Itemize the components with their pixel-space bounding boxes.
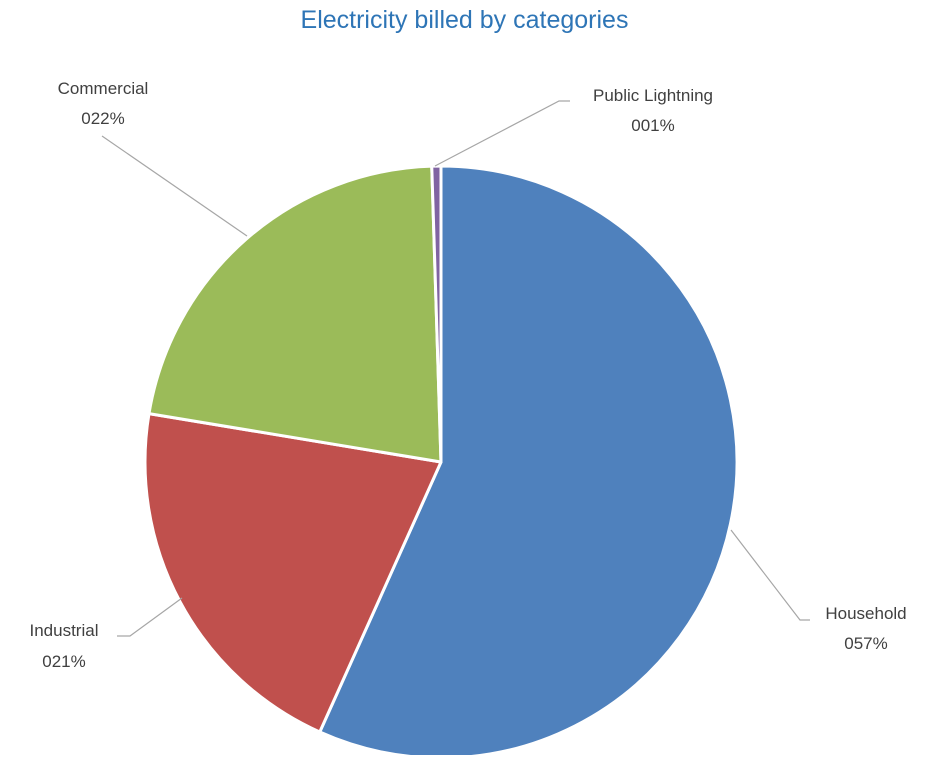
data-label-household: Household	[825, 604, 906, 623]
leader-line-public-lightning	[434, 100, 570, 167]
data-label-percent-household: 057%	[844, 634, 887, 653]
data-label-percent-commercial: 022%	[81, 109, 124, 128]
data-label-public-lightning: Public Lightning	[593, 86, 713, 105]
pie-slice-commercial	[147, 164, 443, 464]
data-label-percent-industrial: 021%	[42, 652, 85, 671]
chart-title: Electricity billed by categories	[300, 6, 629, 34]
data-label-percent-public-lightning: 001%	[631, 116, 674, 135]
data-label-industrial: Industrial	[30, 621, 99, 640]
pie-slice-public-lightning	[430, 164, 443, 464]
leader-line-commercial	[101, 135, 248, 237]
data-label-commercial: Commercial	[58, 79, 149, 98]
leader-line-household	[730, 529, 810, 621]
leader-line-industrial	[117, 597, 183, 637]
pie-slice-industrial	[143, 412, 443, 734]
